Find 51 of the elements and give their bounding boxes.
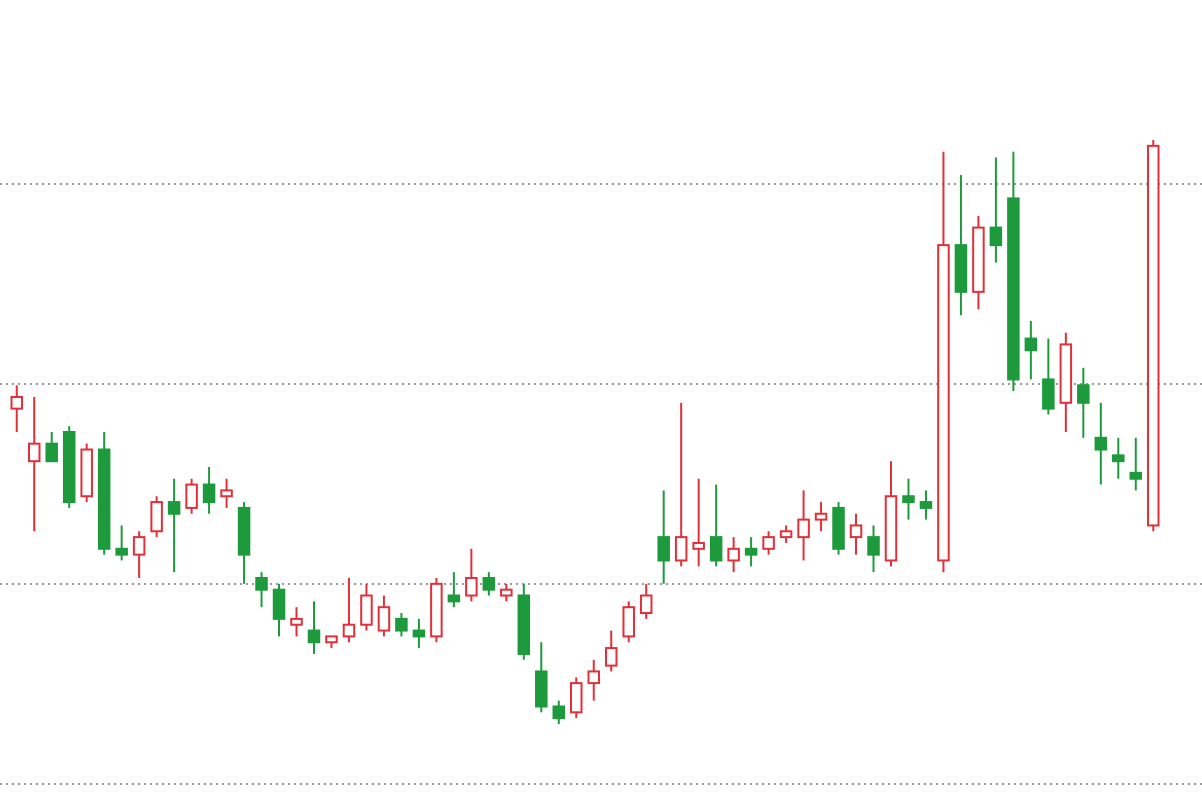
candlestick	[1129, 436, 1143, 492]
candlestick	[797, 489, 810, 562]
candlestick	[849, 512, 863, 556]
candlestick	[622, 600, 635, 644]
candlestick	[832, 501, 845, 556]
candlestick	[132, 530, 146, 579]
candlestick	[27, 395, 41, 533]
candlestick	[762, 530, 775, 556]
candlestick	[604, 629, 618, 673]
candlestick	[989, 156, 1003, 264]
candlestick	[902, 477, 915, 521]
candlestick	[709, 483, 723, 568]
candlestick	[115, 524, 128, 562]
candlestick	[272, 582, 286, 638]
candlestick	[570, 676, 583, 720]
candlestick	[482, 571, 496, 597]
candlestick	[395, 612, 408, 638]
candlestick	[1024, 320, 1038, 381]
candlestick	[202, 466, 216, 515]
candlestick	[867, 524, 880, 574]
candlestick	[692, 477, 705, 568]
candlestick	[255, 571, 268, 609]
candlestick	[919, 489, 933, 521]
candlestick	[587, 658, 600, 702]
candlestick	[185, 477, 198, 515]
candlestick	[290, 606, 303, 638]
candlestick	[80, 442, 93, 504]
candlestick	[220, 477, 233, 509]
candlestick	[1042, 337, 1055, 416]
candlestick	[954, 174, 968, 317]
candlestick	[814, 501, 828, 533]
candlestick	[1094, 401, 1108, 486]
candlestick	[535, 641, 548, 714]
candlestick	[465, 547, 478, 603]
candlestick	[674, 401, 688, 568]
candlestick	[377, 594, 391, 638]
candlestick	[1077, 366, 1090, 439]
candlestick	[237, 501, 251, 585]
candlestick	[342, 577, 356, 644]
candlestick	[45, 431, 58, 463]
candlestick	[552, 699, 566, 724]
candlestick	[360, 582, 373, 632]
candlestick	[639, 582, 653, 620]
candlestick	[744, 536, 758, 568]
candlestick	[150, 495, 163, 539]
candlestick	[167, 477, 181, 574]
candlestick	[727, 536, 740, 574]
candlestick	[307, 600, 321, 655]
candlestick	[1112, 436, 1125, 480]
candlestick	[10, 384, 23, 433]
candlestick	[657, 489, 670, 585]
